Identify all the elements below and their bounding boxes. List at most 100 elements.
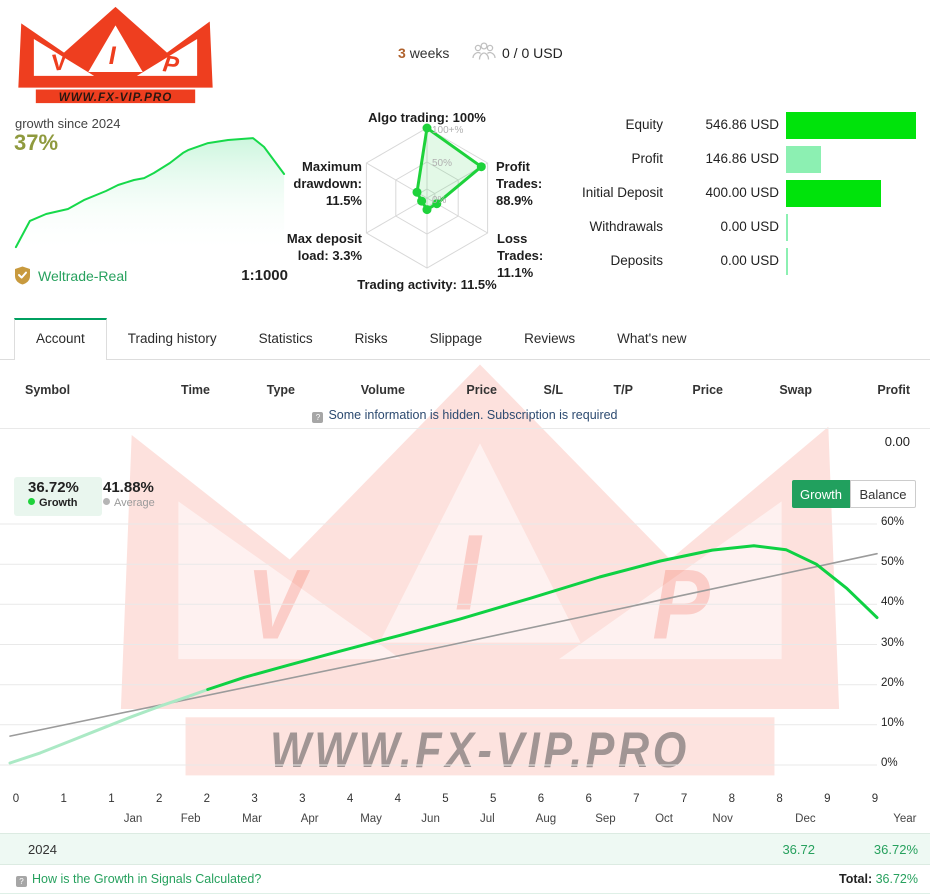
stat-label: Withdrawals [589, 219, 663, 234]
stat-label: Deposits [610, 253, 663, 268]
subscription-required-message[interactable]: ? Some information is hidden. Subscriptio… [0, 408, 930, 423]
growth-calculation-help-link[interactable]: ? How is the Growth in Signals Calculated… [16, 872, 261, 887]
tab-what-s-new[interactable]: What's new [617, 331, 687, 346]
x-tick-week: 6 [585, 793, 592, 805]
divider [0, 428, 930, 429]
x-tick-mar: Mar [242, 813, 262, 825]
column-header-swap: Swap [779, 383, 812, 397]
stat-bar [786, 112, 916, 139]
stat-row-withdrawals: Withdrawals 0.00 USD [423, 214, 918, 242]
column-header-volume: Volume [360, 383, 405, 397]
x-tick-week: 5 [490, 793, 497, 805]
total-growth: Total: 36.72% [839, 872, 918, 886]
x-tick-week: 5 [442, 793, 449, 805]
fx-vip-logo: V I P WWW.FX-VIP.PRO [18, 6, 213, 104]
x-tick-jan: Jan [123, 813, 143, 825]
growth-percent: 36.72% [28, 479, 79, 496]
x-tick-week: 9 [871, 793, 879, 805]
stat-bar [786, 180, 882, 207]
column-header-type: Type [266, 383, 295, 397]
stat-value: 0.00 USD [720, 253, 779, 268]
y-tick-label: 40% [881, 596, 905, 609]
y-tick-label: 50% [881, 556, 905, 569]
growth-legend-dot [28, 498, 35, 505]
tab-statistics[interactable]: Statistics [258, 331, 313, 346]
svg-text:I: I [109, 42, 117, 70]
stat-value: 0.00 USD [720, 219, 779, 234]
growth-toggle-button[interactable]: Growth [792, 480, 850, 508]
x-tick-dec: Dec [795, 813, 816, 825]
x-tick-apr: Apr [300, 813, 319, 825]
average-summary-box: 41.88% Average [103, 479, 155, 509]
x-tick-week: 3 [251, 793, 258, 805]
svg-text:100+%: 100+% [432, 125, 464, 136]
year-summary-row: 2024 36.72 36.72% [0, 833, 930, 865]
radar-label-max-deposit-load: Max deposit load: 3.3% [286, 231, 362, 264]
tab-slippage[interactable]: Slippage [429, 331, 483, 346]
help-icon: ? [16, 876, 27, 887]
signal-age-unit: weeks [409, 45, 450, 61]
column-header-symbol: Symbol [25, 383, 71, 397]
growth-value: 37% [14, 130, 59, 155]
growth-sparkline-chart [14, 137, 286, 254]
svg-text:V: V [49, 48, 70, 76]
x-tick-feb: Feb [180, 813, 201, 825]
column-header-profit: Profit [877, 383, 910, 397]
tab-trading-history[interactable]: Trading history [127, 331, 217, 346]
stat-bar [786, 146, 821, 173]
verified-badge-icon [15, 266, 30, 285]
x-tick-week: 7 [680, 793, 688, 805]
x-tick-year: Year [893, 813, 917, 825]
info-icon: ? [312, 412, 324, 423]
leverage-value: 1:1000 [241, 267, 288, 284]
balance-toggle-button[interactable]: Balance [850, 480, 916, 508]
column-header-time: Time [181, 383, 210, 397]
column-header-price-2: Price [692, 383, 723, 397]
tab-account[interactable]: Account [14, 318, 107, 360]
footer-row: ? How is the Growth in Signals Calculated… [0, 866, 930, 894]
x-tick-may: May [360, 813, 382, 825]
stat-value: 400.00 USD [705, 185, 779, 200]
x-tick-sep: Sep [595, 813, 616, 825]
stat-row-deposits: Deposits 0.00 USD [423, 248, 918, 276]
average-percent: 41.88% [103, 479, 154, 496]
stat-bar [786, 214, 788, 241]
y-tick-label: 0% [881, 757, 898, 769]
stat-row-initial-deposit: Initial Deposit 400.00 USD [423, 180, 918, 208]
svg-text:WWW.FX-VIP.PRO: WWW.FX-VIP.PRO [59, 91, 173, 104]
x-tick-week: 8 [776, 793, 783, 805]
stat-label: Initial Deposit [581, 185, 663, 200]
signal-age-number: 3 [398, 45, 406, 61]
signal-age: 3 weeks [398, 45, 449, 61]
radar-label-algo-trading: Algo trading: 100% [368, 110, 486, 125]
x-tick-week: 4 [394, 793, 401, 805]
y-tick-label: 10% [881, 716, 905, 729]
x-tick-week: 4 [346, 793, 354, 805]
y-tick-label: 60% [881, 516, 905, 528]
tab-risks[interactable]: Risks [354, 331, 388, 346]
x-tick-week: 6 [537, 793, 545, 805]
table-profit-total: 0.00 [884, 434, 910, 449]
subscribers-count: 0 / 0 USD [502, 45, 563, 61]
radar-label-profit-trades: Profit Trades: 88.9% [496, 159, 543, 209]
stat-row-profit: Profit 146.86 USD [423, 146, 918, 174]
x-tick-week: 8 [728, 793, 736, 805]
x-tick-week: 2 [155, 793, 163, 805]
x-tick-week: 2 [203, 793, 211, 805]
tab-bar: Account Trading history Statistics Risks Sli… [0, 318, 930, 360]
x-tick-week: 0 [12, 793, 20, 805]
x-tick-jun: Jun [421, 813, 440, 825]
x-tick-week: 1 [108, 793, 115, 805]
svg-text:0%: 0% [432, 195, 447, 206]
stat-label: Profit [631, 151, 663, 166]
x-tick-jul: Jul [479, 813, 495, 825]
column-header-t-p: T/P [613, 383, 633, 397]
broker-name-link[interactable]: Weltrade-Real [38, 267, 128, 284]
x-tick-nov: Nov [712, 813, 733, 825]
x-tick-week: 3 [299, 793, 306, 805]
x-tick-week: 7 [633, 793, 640, 805]
column-header-price: Price [466, 383, 497, 397]
average-legend-dot [103, 498, 110, 505]
tab-reviews[interactable]: Reviews [524, 331, 576, 346]
